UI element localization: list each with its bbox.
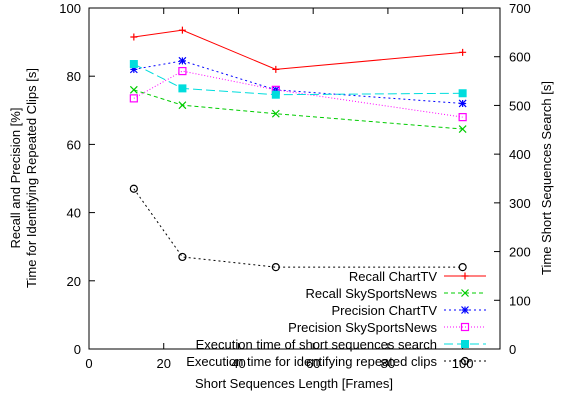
left-y-axis-label-line-2: Time for Identifying Repeated Clips [s] — [24, 68, 39, 288]
data-point — [272, 65, 280, 73]
data-point — [458, 113, 467, 122]
left-y-tick-label: 40 — [67, 206, 81, 221]
data-point — [458, 263, 467, 272]
left-y-axis-label-line-1: Recall and Precision [%] — [8, 108, 23, 249]
series-4 — [129, 66, 467, 122]
series-line — [133, 188, 463, 268]
legend-label: Precision ChartTV — [332, 303, 438, 318]
right-y-tick-label: 0 — [509, 342, 516, 357]
left-y-tick-label: 80 — [67, 69, 81, 84]
series-line — [133, 63, 463, 96]
data-point — [178, 84, 187, 93]
x-tick-label: 40 — [231, 356, 245, 371]
data-point — [458, 125, 467, 133]
data-point — [178, 26, 186, 34]
x-tick-label: 60 — [306, 356, 320, 371]
right-y-tick-label: 500 — [509, 98, 531, 113]
data-point — [178, 252, 187, 262]
right-y-tick-label: 400 — [509, 147, 531, 162]
series-3 — [129, 56, 467, 108]
data-point — [271, 109, 280, 118]
data-point — [458, 99, 467, 108]
x-tick-label: 20 — [156, 356, 170, 371]
left-y-tick-label: 20 — [67, 274, 81, 289]
data-point — [458, 89, 467, 98]
left-y-tick-label: 100 — [59, 1, 81, 16]
left-y-tick-label: 60 — [67, 137, 81, 152]
legend-label: Recall SkySportsNews — [306, 286, 438, 301]
series-line — [133, 60, 463, 104]
legend-label: Precision SkySportsNews — [288, 320, 437, 335]
x-axis-ticks: 0 20 40 60 80 100 — [85, 8, 473, 371]
right-y-tick-label: 300 — [509, 196, 531, 211]
x-axis-label: Short Sequences Length [Frames] — [195, 376, 393, 391]
series-layer — [129, 26, 467, 272]
series-2 — [129, 85, 467, 133]
series-6 — [129, 184, 467, 272]
legend-marker — [461, 272, 469, 280]
legend-marker — [460, 322, 470, 332]
data-point — [129, 60, 138, 69]
series-line — [133, 29, 463, 70]
series-line — [133, 70, 463, 118]
left-y-axis-ticks: 0 20 40 60 80 100 — [59, 1, 95, 357]
data-point — [178, 56, 187, 65]
series-5 — [129, 60, 467, 99]
data-point — [178, 66, 187, 76]
series-line — [133, 89, 463, 130]
data-point — [129, 85, 138, 94]
series-1 — [130, 26, 467, 73]
data-point — [130, 33, 138, 41]
right-y-axis-label: Time Short Sequences Search [s] — [539, 81, 554, 275]
legend-marker — [461, 289, 469, 297]
data-point — [459, 48, 467, 56]
x-tick-label: 80 — [381, 356, 395, 371]
right-y-axis-ticks: 0 100 200 300 400 500 600 700 — [494, 1, 531, 357]
plot-frame — [88, 7, 501, 350]
legend-label: Recall ChartTV — [349, 269, 437, 284]
left-y-tick-label: 0 — [74, 342, 81, 357]
right-y-tick-label: 700 — [509, 1, 531, 16]
right-y-tick-label: 600 — [509, 50, 531, 65]
legend-label: Execution time of short sequences search — [196, 337, 437, 352]
data-point — [271, 90, 280, 99]
legend-label: Execution time for identifying repeated … — [186, 354, 437, 369]
data-point — [271, 263, 280, 272]
data-point — [178, 101, 187, 110]
legend-marker — [461, 340, 469, 348]
data-point — [129, 65, 138, 74]
data-point — [129, 184, 138, 193]
data-point — [129, 94, 138, 103]
legend: Recall ChartTV Recall SkySportsNews Precis… — [186, 269, 486, 369]
right-y-tick-label: 100 — [509, 293, 531, 308]
x-tick-label: 0 — [85, 356, 92, 371]
right-y-tick-label: 200 — [509, 245, 531, 260]
legend-marker — [461, 306, 469, 314]
legend-marker — [460, 356, 470, 366]
